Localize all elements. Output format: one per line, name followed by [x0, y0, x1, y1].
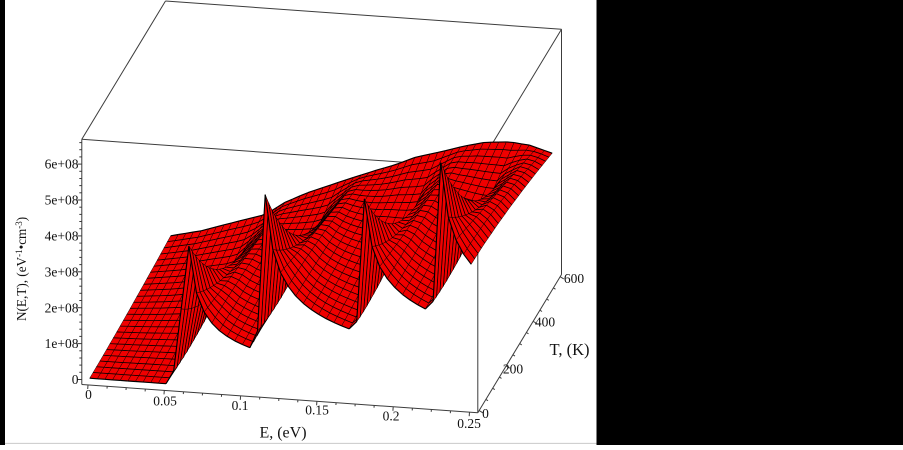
svg-text:E, (eV): E, (eV): [259, 424, 306, 441]
svg-text:0.05: 0.05: [153, 394, 177, 409]
svg-text:0.2: 0.2: [383, 409, 400, 424]
svg-text:N(E,T), (eV-1•cm-3): N(E,T), (eV-1•cm-3): [14, 217, 29, 321]
svg-text:3e+08: 3e+08: [45, 264, 79, 279]
svg-text:0: 0: [482, 406, 489, 421]
svg-text:6e+08: 6e+08: [45, 157, 79, 172]
svg-text:0.1: 0.1: [232, 398, 249, 413]
svg-text:4e+08: 4e+08: [45, 229, 79, 244]
svg-text:600: 600: [564, 271, 585, 286]
svg-text:0.15: 0.15: [305, 403, 329, 418]
svg-text:2e+08: 2e+08: [45, 300, 79, 315]
svg-text:0: 0: [85, 387, 92, 402]
svg-text:5e+08: 5e+08: [45, 193, 79, 208]
svg-text:200: 200: [503, 362, 524, 377]
svg-text:T, (K): T, (K): [550, 340, 590, 359]
svg-text:0.25: 0.25: [457, 416, 481, 431]
svg-text:0: 0: [72, 372, 79, 387]
svg-text:400: 400: [535, 314, 556, 329]
svg-text:1e+08: 1e+08: [45, 336, 79, 351]
